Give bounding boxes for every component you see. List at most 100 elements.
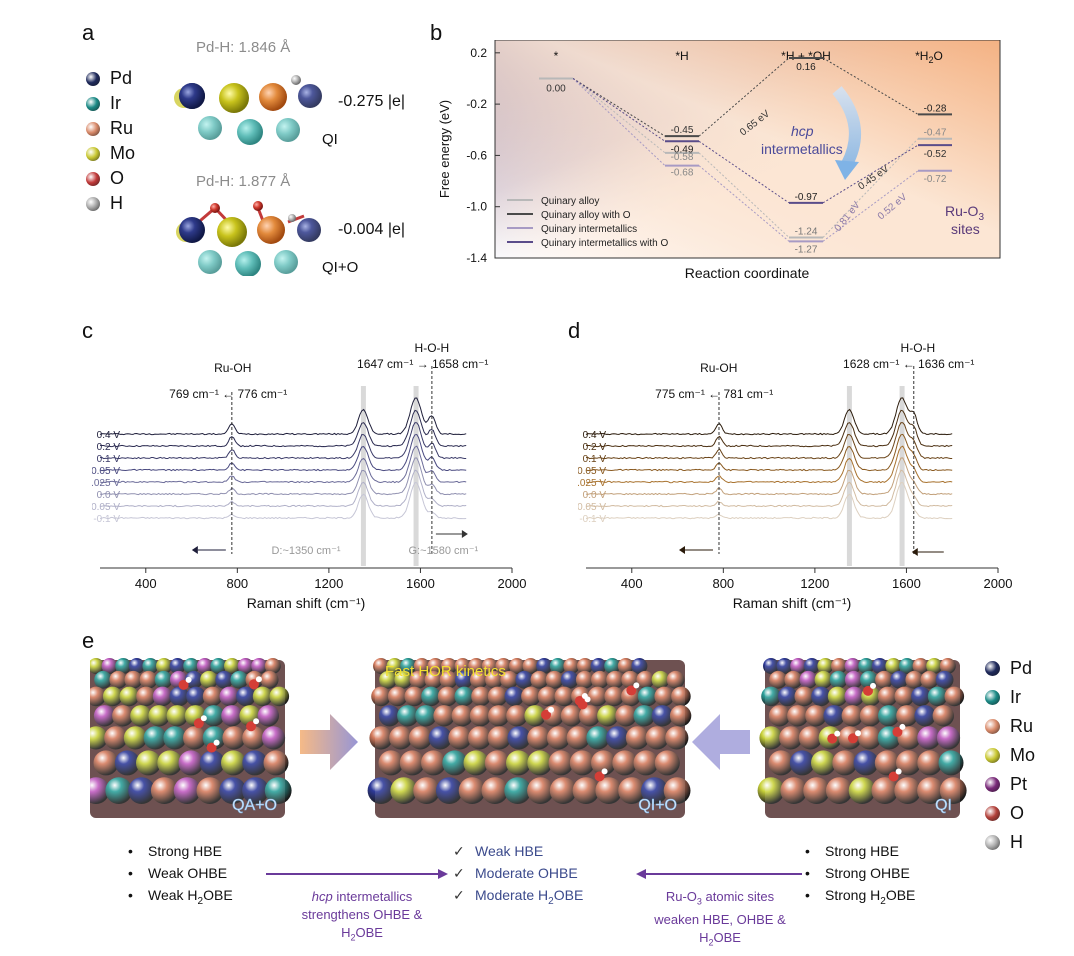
plot-frame bbox=[494, 40, 1001, 259]
pd-atom-icon bbox=[985, 661, 1000, 676]
ru-atom-icon bbox=[86, 121, 100, 136]
ru-atom bbox=[373, 658, 389, 674]
g-band-marker bbox=[413, 386, 419, 566]
legend-entry: Quinary intermetallics bbox=[541, 224, 637, 235]
mo-atom bbox=[130, 705, 152, 727]
ru-atom bbox=[615, 705, 637, 727]
ru-atom bbox=[481, 658, 498, 674]
ru-atom bbox=[794, 686, 815, 707]
raman-spectrum bbox=[585, 409, 953, 448]
hydrogen-adsorbate bbox=[601, 768, 608, 775]
ru-atom bbox=[545, 670, 564, 689]
ru-atom bbox=[841, 705, 863, 727]
ru-atom bbox=[500, 670, 519, 689]
ir-atom bbox=[198, 116, 222, 140]
ru-atom bbox=[591, 750, 616, 776]
ru-atom bbox=[202, 686, 223, 707]
ru-atom bbox=[566, 726, 590, 750]
level-value: -0.47 bbox=[924, 128, 947, 139]
legend-item-pt: Pt bbox=[985, 774, 1027, 795]
list-item: Weak HBE bbox=[453, 840, 583, 862]
ru-atom bbox=[604, 686, 624, 707]
ru-atom bbox=[259, 83, 287, 111]
mo-atom bbox=[224, 658, 240, 674]
mo-atom bbox=[200, 670, 218, 689]
ru-atom bbox=[546, 726, 571, 750]
pd-atom bbox=[606, 726, 630, 750]
level-value: -1.27 bbox=[795, 244, 818, 255]
connector-line bbox=[822, 57, 919, 115]
pd-atom bbox=[242, 750, 268, 776]
raman-spectrum bbox=[99, 433, 467, 472]
y-tick-label: -1.4 bbox=[466, 251, 487, 265]
pd-atom bbox=[367, 777, 395, 804]
level-value: 0.00 bbox=[546, 83, 566, 94]
state-label: *H2O bbox=[915, 49, 943, 65]
scene-haze bbox=[765, 660, 960, 818]
hydrogen-adsorbate bbox=[895, 768, 902, 775]
pd-atom bbox=[853, 750, 879, 776]
mo-atom bbox=[379, 670, 397, 689]
list-item: Strong HBE bbox=[128, 840, 233, 862]
mo-atom bbox=[811, 750, 836, 776]
ru-atom bbox=[575, 670, 594, 689]
hydrogen-adsorbate bbox=[584, 696, 591, 703]
mo-atom-icon bbox=[985, 748, 1000, 763]
hoh-shift: 1647 cm⁻¹ → 1658 cm⁻¹ bbox=[357, 357, 488, 371]
mo-atom bbox=[885, 658, 902, 674]
ru-atom bbox=[522, 658, 539, 674]
legend-item-h: H bbox=[985, 832, 1023, 853]
state-label: *H + *OH bbox=[781, 49, 831, 63]
legend-label: Pd bbox=[110, 68, 133, 88]
ru-atom bbox=[485, 670, 503, 689]
surface-scene: QA+O bbox=[90, 658, 292, 818]
mo-atom bbox=[148, 705, 170, 727]
y-tick-label: -0.6 bbox=[466, 148, 487, 162]
level-value: -0.52 bbox=[924, 149, 947, 160]
ru-atom bbox=[896, 750, 921, 776]
legend-label: Pd bbox=[1010, 658, 1033, 678]
raman-spectrum bbox=[99, 409, 467, 448]
ir-atom bbox=[761, 686, 781, 707]
ru-atom bbox=[663, 777, 691, 804]
pd-atom bbox=[914, 705, 936, 727]
list-item: Strong OHBE bbox=[805, 862, 915, 884]
pd-atom bbox=[186, 686, 206, 707]
ru-atom bbox=[495, 658, 512, 674]
mo-atom bbox=[651, 670, 670, 689]
raman-spectrum bbox=[99, 445, 467, 484]
raman-spectrum bbox=[585, 481, 953, 520]
mo-atom bbox=[217, 217, 247, 247]
ru-atom bbox=[448, 726, 472, 750]
surface-scene: QI bbox=[757, 658, 967, 818]
ru-atom bbox=[458, 777, 486, 804]
ru-atom bbox=[920, 670, 939, 689]
pt-atom bbox=[799, 670, 818, 689]
ru-atom bbox=[784, 670, 803, 689]
ir-atom bbox=[94, 670, 112, 689]
ru-atom bbox=[413, 777, 440, 804]
pt-atom bbox=[178, 750, 204, 776]
ru-atom bbox=[768, 705, 791, 727]
level-value: 0.16 bbox=[796, 62, 816, 73]
mo-atom bbox=[527, 750, 553, 776]
ru-atom bbox=[591, 670, 609, 689]
pd-atom bbox=[631, 658, 648, 674]
mo-atom bbox=[119, 686, 140, 707]
ru-atom bbox=[408, 726, 432, 750]
raman-spectrum bbox=[586, 469, 953, 508]
potential-label: 0.05 V bbox=[578, 466, 606, 477]
h-atom bbox=[288, 214, 296, 222]
hydrogen-adsorbate bbox=[870, 682, 877, 689]
mo-atom bbox=[221, 750, 246, 776]
x-tick-label: 1200 bbox=[314, 576, 343, 591]
x-tick-label: 2000 bbox=[498, 576, 527, 591]
ru-atom bbox=[264, 658, 281, 674]
ru-atom bbox=[530, 670, 549, 689]
pd-atom bbox=[776, 658, 793, 674]
ir-atom bbox=[203, 705, 225, 727]
legend-item-o: O bbox=[86, 168, 124, 189]
ru-oh-label: Ru-OH bbox=[700, 361, 737, 375]
bond-length-bottom: Pd-H: 1.877 Å bbox=[196, 173, 290, 190]
mo-atom bbox=[817, 658, 834, 674]
